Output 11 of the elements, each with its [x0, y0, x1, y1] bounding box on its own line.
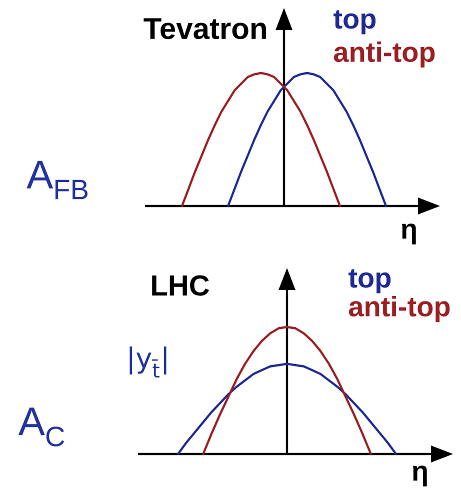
series-label: anti-top	[349, 296, 450, 322]
text: top	[348, 269, 391, 294]
text: |y$_{t̄}$|	[130, 346, 166, 378]
y-axis-title: A$_{C}$	[18, 408, 64, 446]
series-label: top	[334, 10, 376, 34]
series-label: anti-top	[334, 41, 435, 68]
x-axis-title: η	[412, 466, 427, 486]
y-axis-title: A$_{FB}$	[26, 160, 88, 200]
chart-title: LHC	[152, 275, 210, 296]
chart-title: Tevatron	[144, 18, 266, 40]
x-axis-title: η	[402, 224, 416, 244]
